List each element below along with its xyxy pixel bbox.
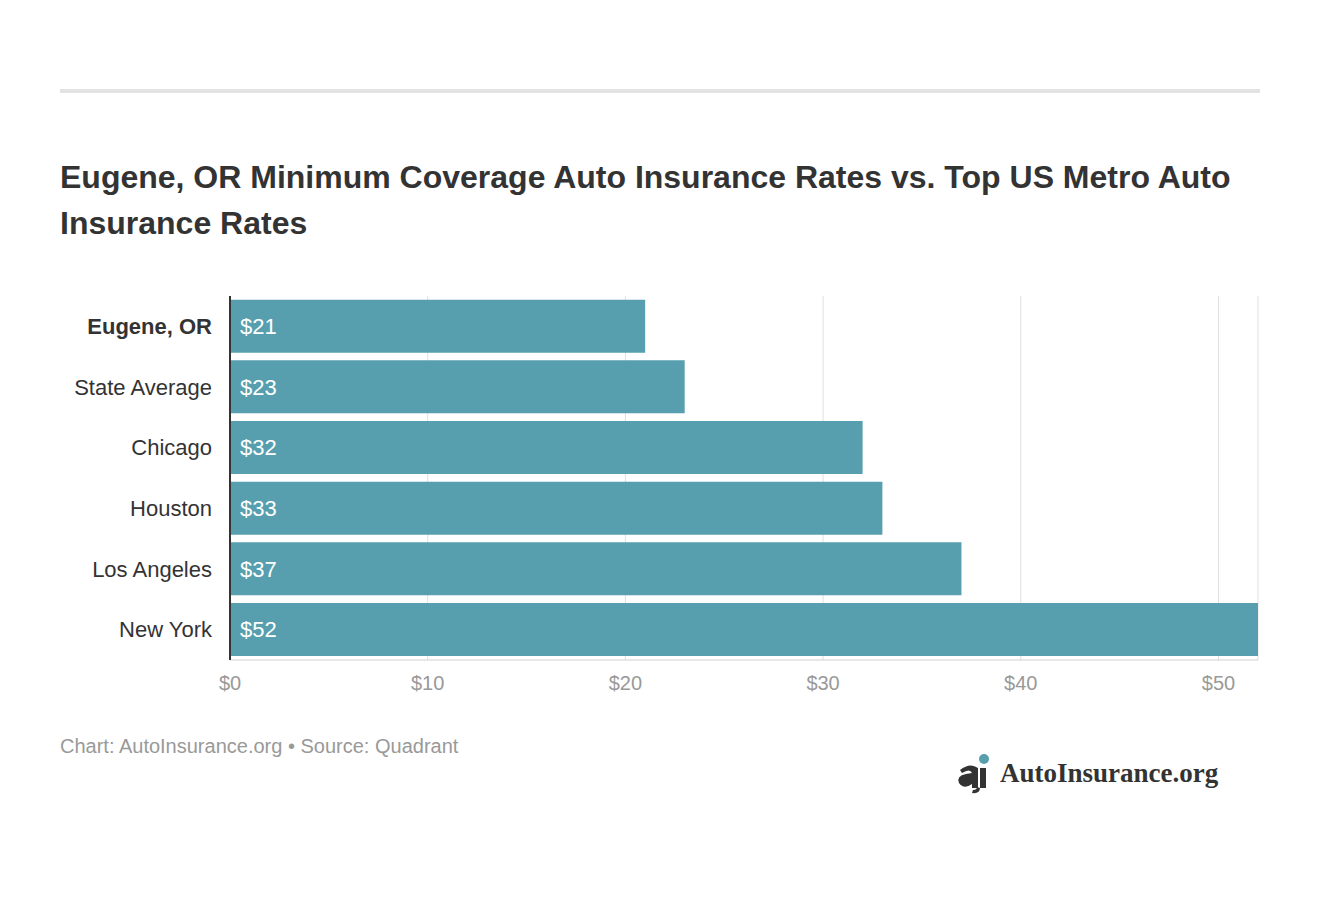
svg-text:$37: $37 (240, 557, 277, 582)
svg-text:$10: $10 (411, 672, 444, 694)
svg-text:$20: $20 (609, 672, 642, 694)
svg-text:$30: $30 (806, 672, 839, 694)
svg-text:$21: $21 (240, 314, 277, 339)
svg-text:$50: $50 (1202, 672, 1235, 694)
svg-text:Eugene, OR: Eugene, OR (87, 314, 212, 339)
svg-text:$33: $33 (240, 496, 277, 521)
html-text:Chart: AutoInsurance.org • Sou: Chart: AutoInsurance.org • Source: Quadr… (60, 735, 459, 757)
svg-text:$32: $32 (240, 435, 277, 460)
svg-text:$0: $0 (219, 672, 241, 694)
svg-text:Houston: Houston (130, 496, 212, 521)
svg-text:Chicago: Chicago (131, 435, 212, 460)
svg-text:$23: $23 (240, 375, 277, 400)
html-text:Eugene, OR Minimum Coverage Au: Eugene, OR Minimum Coverage Auto Insuran… (60, 159, 1231, 241)
svg-text:$40: $40 (1004, 672, 1037, 694)
svg-text:New York: New York (119, 617, 213, 642)
svg-text:Los Angeles: Los Angeles (92, 557, 212, 582)
svg-text:State Average: State Average (74, 375, 212, 400)
html-text:AutoInsurance.org: AutoInsurance.org (1000, 757, 1219, 788)
svg-text:$52: $52 (240, 617, 277, 642)
